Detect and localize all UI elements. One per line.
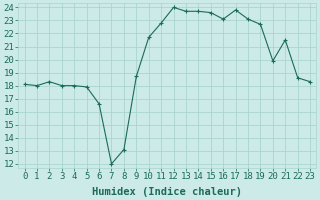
X-axis label: Humidex (Indice chaleur): Humidex (Indice chaleur) xyxy=(92,186,242,197)
